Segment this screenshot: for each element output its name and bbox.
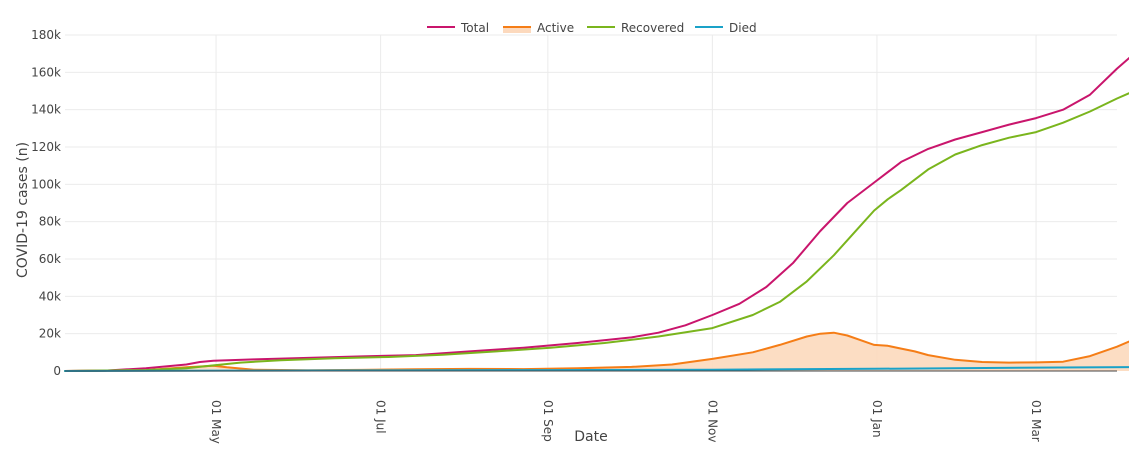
x-tick-label: 01 Nov xyxy=(705,400,719,443)
legend-label: Active xyxy=(537,21,574,35)
series-area-active xyxy=(65,332,1129,371)
y-tick-label: 80k xyxy=(39,215,61,229)
y-tick-label: 100k xyxy=(31,177,61,191)
series-lines xyxy=(64,56,1129,372)
axes: 0 20k 40k 60k 80k 100k 120k 140k 160k 180k 01 May 0… xyxy=(31,28,1117,444)
x-tick-label: 01 Mar xyxy=(1029,400,1043,442)
legend[interactable]: Total Active Recovered Died xyxy=(427,21,757,35)
y-tick-label: 60k xyxy=(39,252,61,266)
y-tick-label: 120k xyxy=(31,140,61,154)
legend-swatch-fill xyxy=(503,27,531,33)
legend-item-died[interactable]: Died xyxy=(695,21,757,35)
x-tick-label: 01 May xyxy=(209,400,223,444)
y-tick-label: 140k xyxy=(31,103,61,117)
y-tick-label: 20k xyxy=(39,327,61,341)
legend-item-active[interactable]: Active xyxy=(503,21,574,35)
y-tick-label: 40k xyxy=(39,289,61,303)
y-tick-label: 160k xyxy=(31,65,61,79)
x-tick-label: 01 Jul xyxy=(374,400,388,434)
area-fills xyxy=(65,332,1129,371)
legend-label: Recovered xyxy=(621,21,684,35)
legend-item-total[interactable]: Total xyxy=(427,21,489,35)
y-tick-label: 180k xyxy=(31,28,61,42)
series-line-total xyxy=(64,56,1129,372)
x-axis-title: Date xyxy=(574,429,607,445)
legend-label: Total xyxy=(460,21,489,35)
x-tick-label: 01 Sep xyxy=(541,400,555,442)
grid xyxy=(65,34,1117,371)
y-axis-title: COVID-19 cases (n) xyxy=(15,142,31,278)
series-line-recovered xyxy=(64,92,1129,372)
legend-item-recovered[interactable]: Recovered xyxy=(587,21,684,35)
legend-label: Died xyxy=(729,21,757,35)
y-tick-label: 0 xyxy=(53,364,61,378)
x-tick-label: 01 Jan xyxy=(870,400,884,438)
